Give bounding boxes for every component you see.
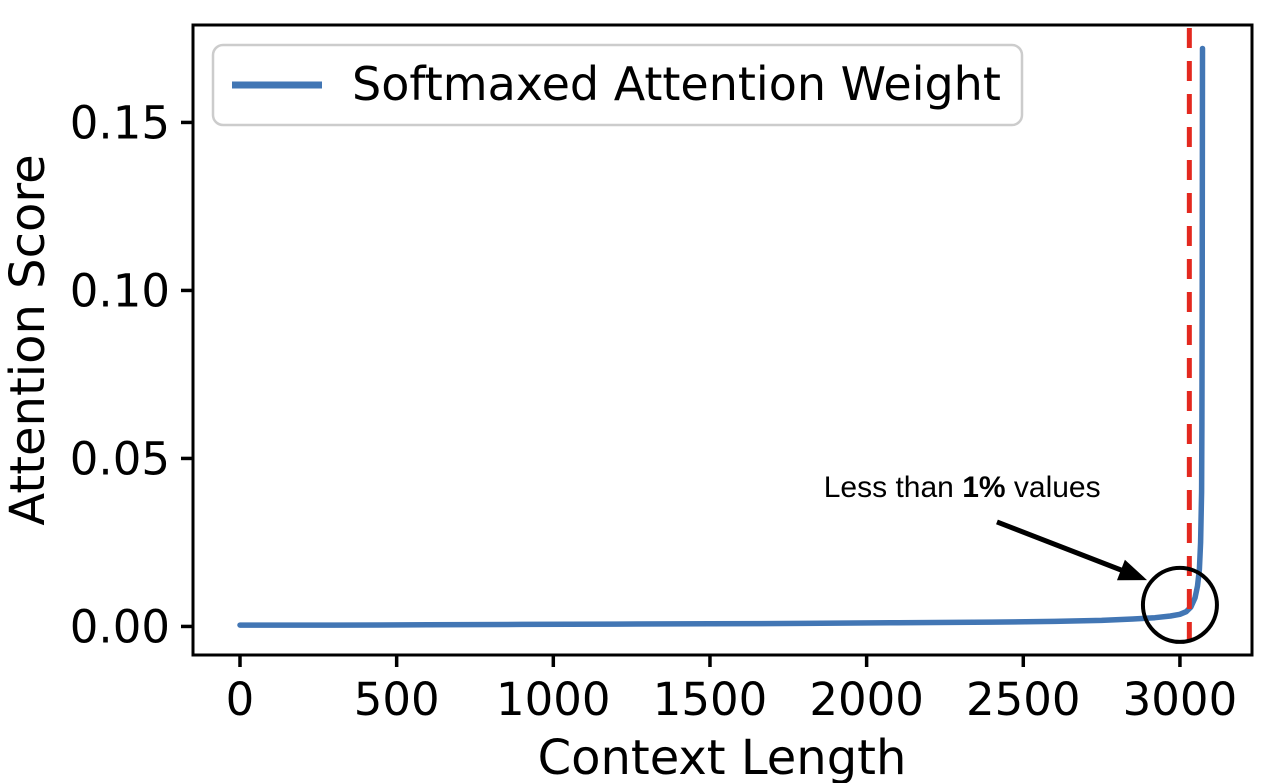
x-tick-label: 500 (354, 673, 440, 726)
annotation-text-suffix: values (1006, 471, 1101, 504)
annotation-text-bold: 1% (962, 471, 1005, 504)
y-axis-ticks: 0.00 0.05 0.10 0.15 (70, 96, 193, 653)
legend-box (211, 43, 1024, 127)
x-axis-ticks: 0 500 1000 1500 2000 2500 3000 (226, 655, 1238, 726)
y-tick-label: 0.10 (70, 264, 170, 317)
legend-label: Softmaxed Attention Weight (352, 57, 1001, 111)
x-tick-label: 2500 (966, 673, 1081, 726)
y-axis-label: Attention Score (0, 154, 56, 525)
x-tick-label: 3000 (1123, 673, 1238, 726)
x-tick-label: 0 (226, 673, 255, 726)
x-axis-label: Context Length (538, 730, 907, 783)
x-tick-label: 1000 (496, 673, 611, 726)
attention-line-series (237, 45, 1206, 628)
legend: Softmaxed Attention Weight (211, 43, 1024, 127)
x-tick-label: 2000 (809, 673, 924, 726)
annotation-text: Less than 1% values (824, 471, 1101, 504)
annotation-arrow-line (996, 519, 1128, 575)
x-tick-label: 1500 (653, 673, 768, 726)
y-tick-label: 0.05 (70, 432, 170, 485)
annotation-text-prefix: Less than (824, 471, 962, 504)
annotation-arrow-head (1116, 559, 1148, 581)
annotation-circle (1140, 565, 1219, 644)
plot-frame (191, 23, 1254, 657)
y-tick-label: 0.00 (70, 600, 170, 653)
y-tick-label: 0.15 (70, 96, 170, 149)
